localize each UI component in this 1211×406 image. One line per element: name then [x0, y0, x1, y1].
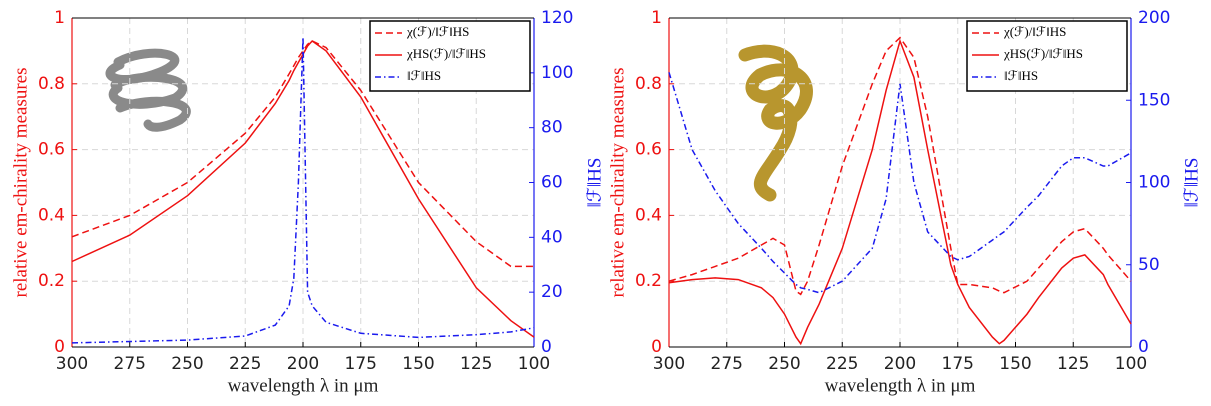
x-tick-label: 175	[345, 354, 377, 374]
x-tick-label: 275	[711, 354, 743, 374]
y2-tick-label: 0	[1138, 337, 1149, 357]
legend-box	[966, 20, 1128, 92]
y2-axis-label: ‖ℱ‖HS	[1181, 158, 1202, 208]
legend-box	[369, 20, 531, 92]
series-line	[668, 72, 1132, 294]
legend-label: ‖ℱ‖HS	[1004, 68, 1038, 83]
y-tick-label: 0	[54, 337, 65, 357]
y2-tick-label: 50	[1138, 255, 1160, 275]
x-tick-label: 300	[56, 354, 88, 374]
x-tick-label: 125	[460, 354, 492, 374]
y-axis-label: relative em-chirality measures	[10, 67, 31, 297]
series-line	[71, 40, 534, 268]
helix-coil	[115, 96, 191, 132]
y2-tick-label: 200	[1138, 8, 1170, 28]
y2-tick-label: 0	[541, 337, 552, 357]
y-tick-label: 0.4	[38, 205, 65, 225]
x-tick-label: 175	[942, 354, 974, 374]
y-tick-label: 1	[651, 8, 662, 28]
series-line	[668, 36, 1132, 296]
y-tick-label: 0.2	[38, 271, 65, 291]
y2-tick-label: 20	[541, 282, 563, 302]
legend-label: χ(ℱ)/‖ℱ‖HS	[1003, 24, 1066, 39]
x-tick-label: 225	[229, 354, 261, 374]
helix-coil	[108, 72, 188, 109]
legend-label: χHS(ℱ)/‖ℱ‖HS	[406, 46, 486, 61]
x-axis-label: wavelength λ in μm	[825, 375, 976, 396]
y-tick-label: 0.6	[635, 140, 662, 160]
y-tick-label: 0.4	[635, 205, 662, 225]
y2-tick-label: 120	[541, 8, 573, 28]
y-axis-label: relative em-chirality measures	[607, 67, 628, 297]
y2-tick-label: 100	[1138, 173, 1170, 193]
x-tick-label: 300	[653, 354, 685, 374]
y-tick-label: 0	[651, 337, 662, 357]
x-tick-label: 200	[884, 354, 916, 374]
y-tick-label: 0.6	[38, 140, 65, 160]
helix-coil	[105, 48, 180, 84]
y2-tick-label: 40	[541, 227, 563, 247]
knot-inset	[738, 44, 813, 202]
series-line	[668, 38, 1132, 346]
x-axis-label: wavelength λ in μm	[228, 375, 379, 396]
y-tick-label: 0.2	[635, 271, 662, 291]
x-tick-label: 150	[999, 354, 1031, 374]
y-tick-label: 1	[54, 8, 65, 28]
x-tick-label: 150	[402, 354, 434, 374]
x-tick-label: 125	[1057, 354, 1089, 374]
x-tick-label: 100	[518, 354, 550, 374]
y2-tick-label: 60	[541, 173, 563, 193]
series-line	[71, 37, 535, 344]
legend-label: ‖ℱ‖HS	[407, 68, 441, 83]
y2-tick-label: 80	[541, 118, 563, 138]
y-tick-label: 0.8	[38, 74, 65, 94]
x-tick-label: 250	[768, 354, 800, 374]
y2-tick-label: 100	[541, 63, 573, 83]
x-tick-label: 100	[1115, 354, 1147, 374]
helix-inset	[105, 48, 191, 132]
y-tick-label: 0.8	[635, 74, 662, 94]
knot-curve	[738, 44, 813, 202]
legend-label: χHS(ℱ)/‖ℱ‖HS	[1003, 46, 1083, 61]
x-tick-label: 200	[287, 354, 319, 374]
legend-label: χ(ℱ)/‖ℱ‖HS	[406, 24, 469, 39]
y2-tick-label: 150	[1138, 90, 1170, 110]
x-tick-label: 250	[171, 354, 203, 374]
y2-axis-label: ‖ℱ‖HS	[584, 158, 605, 208]
x-tick-label: 225	[826, 354, 858, 374]
x-tick-label: 275	[114, 354, 146, 374]
